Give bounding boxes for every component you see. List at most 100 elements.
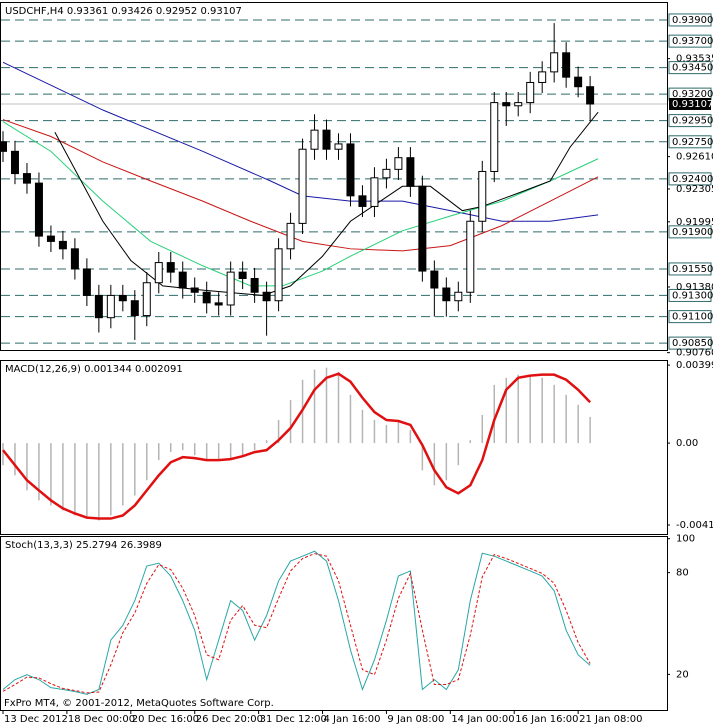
y-tick-label: 0.91995 <box>676 217 713 228</box>
x-tick-label: 14 Jan 00:00 <box>451 714 514 725</box>
y-tick-label: 80 <box>676 568 689 579</box>
level-label-box <box>668 34 712 48</box>
level-label: 0.91100 <box>672 312 713 323</box>
candle-body <box>574 76 583 88</box>
candle-body <box>346 143 355 197</box>
level-label-box <box>668 225 712 239</box>
level-label: 0.93700 <box>672 36 713 47</box>
y-tick-label: 0.93535 <box>676 54 713 65</box>
panel-title: Stoch(13,3,3) 25.2794 26.3989 <box>5 540 162 551</box>
x-tick-label: 4 Jan 16:00 <box>324 714 381 725</box>
macd-signal <box>2 372 592 520</box>
level-label-box <box>668 61 712 75</box>
macd-panel <box>0 360 668 535</box>
candle-body <box>274 248 283 302</box>
candle-body <box>502 102 511 107</box>
level-label-box <box>668 288 712 302</box>
x-tick-label: 18 Dec 00:00 <box>68 714 135 725</box>
candle-body <box>358 195 367 207</box>
last-price-label: 0.93107 <box>672 99 713 110</box>
y-tick-label: -0.00419 <box>676 520 713 531</box>
candle-body <box>334 143 343 150</box>
x-tick-label: 9 Jan 08:00 <box>387 714 444 725</box>
panel-title: USDCHF,H4 0.93361 0.93426 0.92952 0.9310… <box>5 6 242 17</box>
level-label: 0.93900 <box>672 15 713 26</box>
level-label: 0.92750 <box>672 137 713 148</box>
candle-body <box>226 271 235 306</box>
level-label-box <box>668 262 712 276</box>
last-price-box <box>669 97 711 110</box>
candle-body <box>106 294 115 319</box>
candle-body <box>46 235 55 242</box>
level-label: 0.90850 <box>672 338 713 349</box>
candle-body <box>34 182 43 237</box>
candle-body <box>82 268 91 296</box>
y-tick-label: 20 <box>676 669 689 680</box>
candle-body <box>418 185 427 272</box>
x-tick-label: 20 Dec 16:00 <box>132 714 199 725</box>
candle-body <box>130 300 139 317</box>
candle-body <box>58 240 67 250</box>
level-label: 0.92950 <box>672 116 713 127</box>
stoch-signal <box>2 553 591 694</box>
candle-body <box>118 294 127 302</box>
x-tick-label: 13 Dec 2012 <box>4 714 68 725</box>
candle-body <box>250 277 259 293</box>
level-label: 0.91300 <box>672 290 713 301</box>
x-tick-label: 16 Jan 16:00 <box>515 714 578 725</box>
candle-body <box>586 86 595 105</box>
candle-body <box>406 157 415 187</box>
candle-body <box>322 129 331 150</box>
candle-body <box>154 262 163 284</box>
moving-average <box>2 121 599 287</box>
candle-body <box>526 81 535 104</box>
candle-body <box>142 282 151 317</box>
x-tick-label: 21 Jan 08:00 <box>579 714 642 725</box>
candle-body <box>298 148 307 224</box>
candle-body <box>286 222 295 250</box>
candle-body <box>262 291 271 302</box>
x-tick-label: 26 Dec 20:00 <box>196 714 263 725</box>
candle-body <box>166 262 175 273</box>
level-label-box <box>668 336 712 350</box>
candle-body <box>310 129 319 150</box>
candle-body <box>514 102 523 107</box>
candle-body <box>430 270 439 289</box>
candle-body <box>214 302 223 306</box>
level-label-box <box>668 135 712 149</box>
candle-body <box>454 291 463 302</box>
level-label: 0.93450 <box>672 63 713 74</box>
y-tick-label: 100 <box>676 534 695 545</box>
y-tick-label: 0.92305 <box>676 184 713 195</box>
moving-average <box>54 111 599 296</box>
candle-body <box>70 248 79 270</box>
candle-body <box>10 150 19 175</box>
x-tick-label: 31 Dec 12:00 <box>260 714 327 725</box>
candle-body <box>490 102 499 172</box>
candle-body <box>478 170 487 222</box>
level-label: 0.93200 <box>672 89 713 100</box>
candle-body <box>550 52 559 73</box>
stoch-panel <box>0 536 668 711</box>
price-panel <box>0 2 668 351</box>
candle-body <box>370 177 379 207</box>
candle-body <box>202 291 211 304</box>
candle-body <box>238 271 247 279</box>
candle-body <box>22 173 31 184</box>
stoch-main <box>2 550 591 695</box>
candle-body <box>442 287 451 302</box>
panel-title: MACD(12,26,9) 0.001344 0.002091 <box>5 364 183 375</box>
level-label-box <box>668 13 712 27</box>
moving-average <box>2 119 599 252</box>
level-label-box <box>668 114 712 128</box>
candle-body <box>394 157 403 170</box>
level-label: 0.91900 <box>672 227 713 238</box>
level-label: 0.91550 <box>672 264 713 275</box>
candle-body <box>382 168 391 179</box>
level-label-box <box>668 172 712 186</box>
candle-body <box>178 271 187 289</box>
copyright: FxPro MT4, © 2001-2012, MetaQuotes Softw… <box>4 698 274 709</box>
